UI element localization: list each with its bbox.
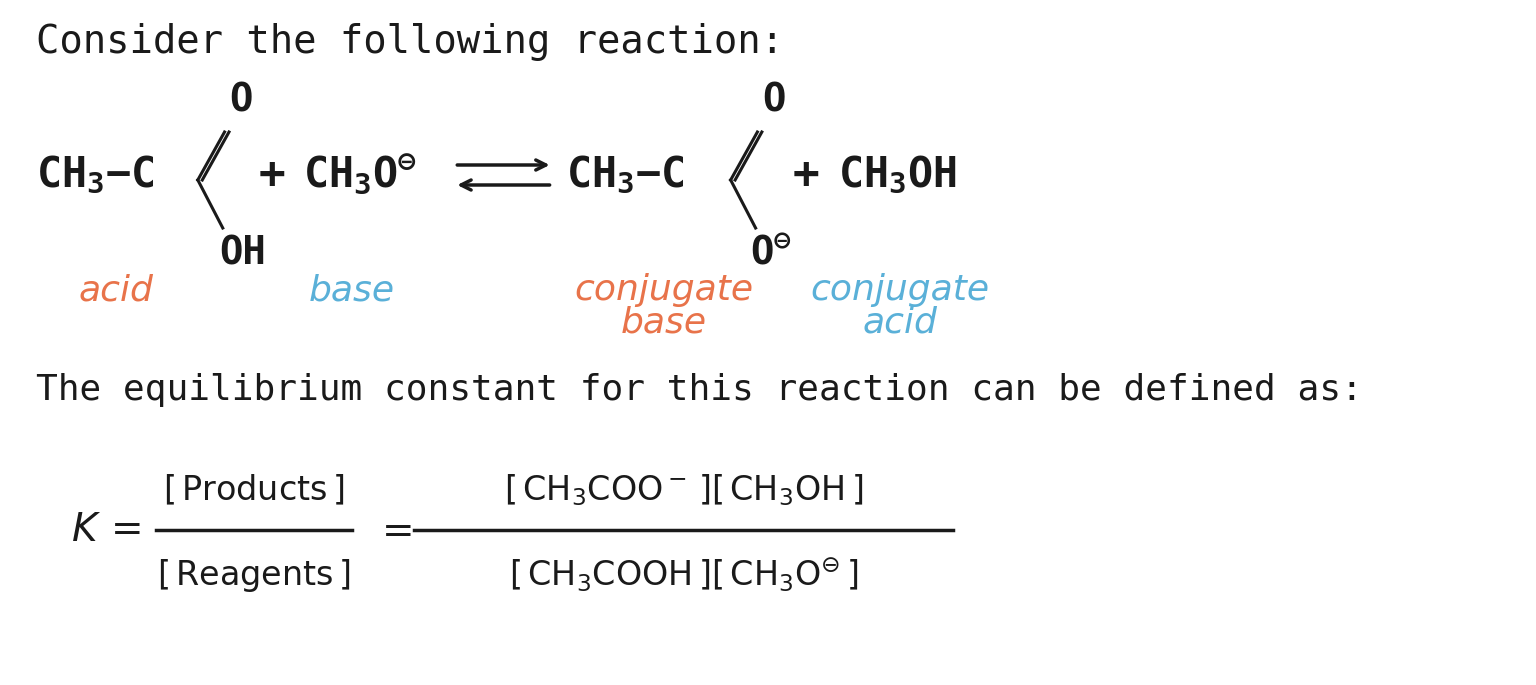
Text: $\mathregular{CH_3OH}$: $\mathregular{CH_3OH}$ xyxy=(837,154,955,196)
Text: O: O xyxy=(229,81,252,119)
Text: base: base xyxy=(309,273,395,307)
Text: +: + xyxy=(793,153,820,197)
Text: $\mathregular{CH_3{-}C}$: $\mathregular{CH_3{-}C}$ xyxy=(35,154,154,196)
Text: Consider the following reaction:: Consider the following reaction: xyxy=(35,23,783,61)
Text: conjugate: conjugate xyxy=(811,273,989,307)
Text: +: + xyxy=(258,153,286,197)
Text: $\mathregular{CH_3O^{\ominus}}$: $\mathregular{CH_3O^{\ominus}}$ xyxy=(303,153,416,197)
Text: $[\,\mathrm{CH_3COO^-}\,][\,\mathrm{CH_3OH}\,]$: $[\,\mathrm{CH_3COO^-}\,][\,\mathrm{CH_3… xyxy=(504,472,863,508)
Text: $K\,=$: $K\,=$ xyxy=(71,511,141,549)
Text: O: O xyxy=(762,81,785,119)
Text: base: base xyxy=(621,305,707,339)
Text: $[\,\mathrm{Products}\,]$: $[\,\mathrm{Products}\,]$ xyxy=(163,473,344,507)
Text: $\mathregular{O^{\ominus}}$: $\mathregular{O^{\ominus}}$ xyxy=(750,234,793,272)
Text: OH: OH xyxy=(220,234,266,272)
Text: $\mathregular{CH_3{-}C}$: $\mathregular{CH_3{-}C}$ xyxy=(565,154,684,196)
Text: $[\,\mathrm{CH_3COOH}\,][\,\mathrm{CH_3O^{\ominus}}\,]$: $[\,\mathrm{CH_3COOH}\,][\,\mathrm{CH_3O… xyxy=(508,556,859,594)
Text: acid: acid xyxy=(78,273,154,307)
Text: $[\,\mathrm{Reagents}\,]$: $[\,\mathrm{Reagents}\,]$ xyxy=(157,556,350,593)
Text: conjugate: conjugate xyxy=(574,273,753,307)
Text: acid: acid xyxy=(863,305,937,339)
Text: $=$: $=$ xyxy=(375,511,412,549)
Text: The equilibrium constant for this reaction can be defined as:: The equilibrium constant for this reacti… xyxy=(35,373,1362,407)
